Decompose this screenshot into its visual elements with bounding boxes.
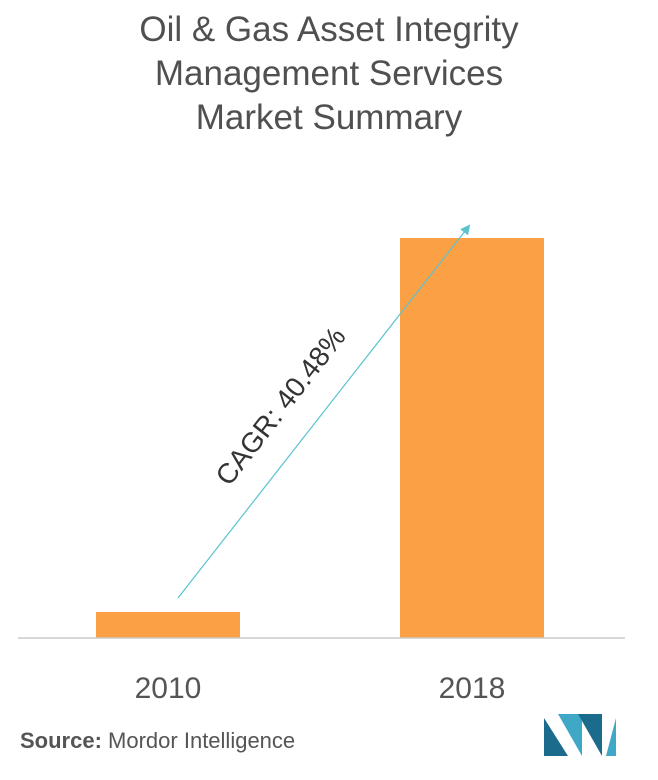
x-tick-label-2010: 2010 (135, 672, 202, 700)
x-tick-labels: 2010 2018 (135, 672, 506, 700)
source-note: Source: Mordor Intelligence (20, 728, 295, 754)
bar-2018 (400, 238, 544, 638)
source-label: Source: (20, 728, 102, 753)
x-tick-label-2018: 2018 (439, 672, 506, 700)
bars-layer (96, 238, 544, 638)
bar-2010 (96, 612, 240, 638)
mordor-intelligence-logo-icon (544, 714, 616, 756)
cagr-annotation: CAGR: 40.48% (209, 321, 351, 491)
cagr-arrow (177, 224, 471, 599)
source-text: Mordor Intelligence (108, 728, 296, 753)
chart-title-line-2: Management Services (154, 54, 504, 93)
chart-title-line-1: Oil & Gas Asset Integrity (139, 10, 519, 49)
bar-chart: CAGR: 40.48% 2010 2018 (18, 224, 625, 700)
chart-title-line-3: Market Summary (195, 98, 463, 137)
chart-title: Oil & Gas Asset Integrity Management Ser… (0, 8, 658, 140)
